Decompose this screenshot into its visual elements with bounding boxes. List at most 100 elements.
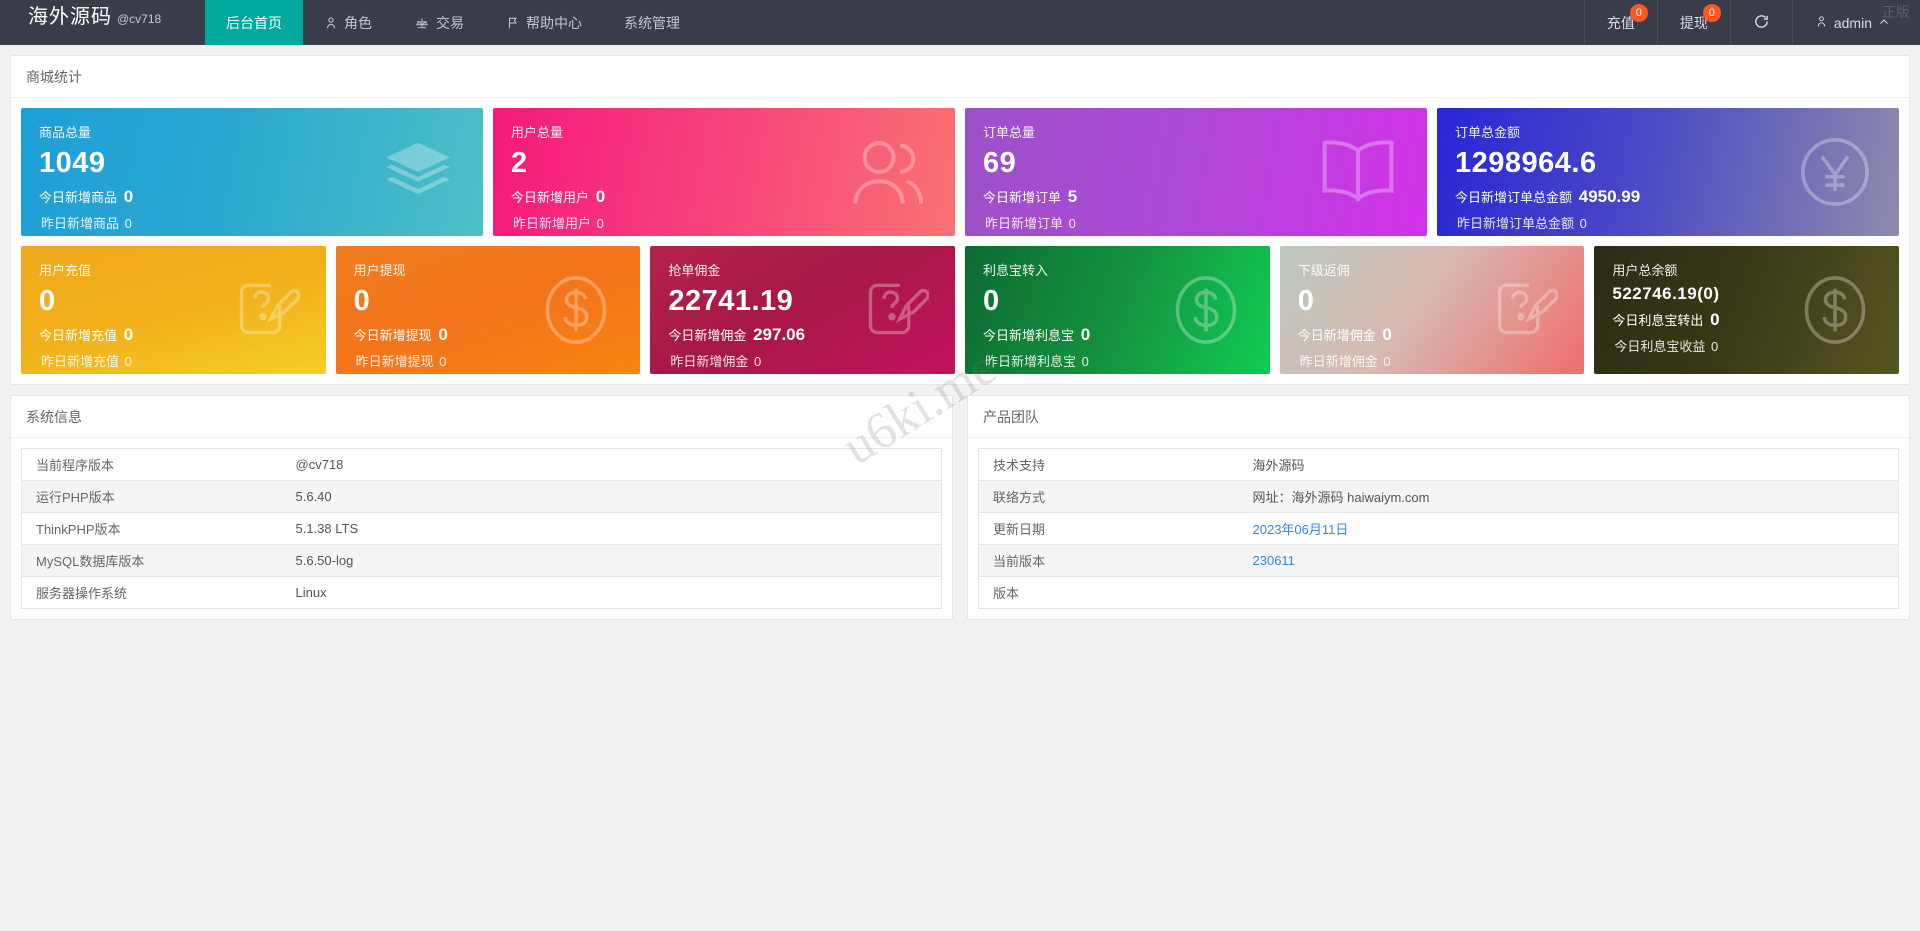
stat-card-today-value: 4950.99: [1574, 187, 1641, 207]
stat-card-title: 利息宝转入: [983, 263, 1049, 278]
table-row: 更新日期 2023年06月11日: [978, 512, 1899, 545]
stat-card-title: 用户充值: [39, 263, 92, 278]
stat-card-title: 用户总量: [511, 125, 564, 140]
system-info-table: 当前程序版本 @cv718 运行PHP版本 5.6.40 ThinkPHP版本 5.1.3…: [21, 448, 942, 609]
stat-card-yesterday-label: 昨日新增用户: [513, 216, 592, 232]
stat-card-today-value: 0: [433, 325, 448, 345]
table-row: MySQL数据库版本 5.6.50-log: [21, 544, 942, 577]
nav-item-dashboard[interactable]: 后台首页: [205, 0, 303, 45]
stat-card[interactable]: 抢单佣金 22741.19 今日新增佣金 297.06 昨日新增佣金 0: [650, 246, 956, 374]
stat-card-value: 2: [511, 147, 528, 179]
stat-card-yesterday: 今日利息宝收益 0: [1612, 336, 1881, 355]
stat-card-yesterday-label: 昨日新增佣金: [670, 354, 749, 370]
stat-card-today-value: 0: [1705, 310, 1720, 330]
table-row: ThinkPHP版本 5.1.38 LTS: [21, 512, 942, 545]
table-cell-key: 联络方式: [978, 480, 1239, 513]
system-info-panel: 系统信息 当前程序版本 @cv718 运行PHP版本 5.6.40 ThinkPHP版本…: [10, 395, 953, 620]
stat-card-yesterday: 昨日新增订单总金额 0: [1455, 213, 1881, 232]
stat-card-yesterday-label: 昨日新增提现: [355, 354, 434, 370]
stat-card[interactable]: 商品总量 1049 今日新增商品 0 昨日新增商品 0: [21, 108, 483, 236]
stat-card[interactable]: 用户总余额 522746.19(0) 今日利息宝转出 0 今日利息宝收益 0: [1594, 246, 1900, 374]
stat-card-title: 下级返佣: [1297, 263, 1350, 278]
stat-card-value: 522746.19(0): [1612, 284, 1720, 303]
table-cell-key: 技术支持: [978, 448, 1239, 481]
refresh-button[interactable]: [1729, 0, 1792, 45]
nav-item-roles[interactable]: 角色: [303, 0, 393, 45]
stat-card-today: 今日利息宝转出 0: [1612, 310, 1881, 330]
stat-card-today: 今日新增提现 0: [354, 325, 623, 345]
nav-item-system-management[interactable]: 系统管理: [603, 0, 701, 45]
stat-card-today: 今日新增订单 5: [983, 187, 1409, 207]
stat-card-yesterday-label: 昨日新增佣金: [1299, 354, 1378, 370]
table-cell-key: 当前程序版本: [21, 448, 282, 481]
stat-card-yesterday: 昨日新增提现 0: [354, 351, 623, 370]
product-team-table: 技术支持 海外源码 联络方式 网址：海外源码 haiwaiym.com 更新日期 2023…: [978, 448, 1899, 609]
stat-card[interactable]: 下级返佣 0 今日新增佣金 0 昨日新增佣金 0: [1279, 246, 1585, 374]
nav-item-transactions[interactable]: 交易: [393, 0, 485, 45]
nav-label-transactions: 交易: [436, 14, 464, 31]
stat-card[interactable]: 用户总量 2 今日新增用户 0 昨日新增用户 0: [493, 108, 955, 236]
recharge-label: 充值: [1606, 14, 1635, 31]
person-icon: [324, 16, 338, 30]
stat-card[interactable]: 订单总量 69 今日新增订单 5 昨日新增订单 0: [965, 108, 1427, 236]
stat-card-value: 0: [1297, 285, 1315, 317]
stat-card-today-value: 5: [1063, 187, 1078, 207]
stat-card-title: 用户总余额: [1612, 263, 1678, 278]
stat-card-yesterday: 昨日新增佣金 0: [1298, 351, 1567, 370]
stat-card-yesterday: 昨日新增充值 0: [39, 351, 308, 370]
stat-card-yesterday-value: 0: [435, 354, 447, 370]
stat-card-yesterday: 昨日新增用户 0: [511, 213, 937, 232]
stat-card-yesterday: 昨日新增利息宝 0: [983, 351, 1252, 370]
product-team-title: 产品团队: [968, 396, 1909, 438]
table-cell-value: @cv718: [281, 448, 942, 481]
stat-card-today-value: 0: [591, 187, 606, 207]
recharge-badge: 0: [1629, 4, 1648, 22]
withdraw-badge: 0: [1702, 4, 1721, 22]
brand-logo[interactable]: 海外源码 @cv718: [0, 0, 205, 45]
stat-card-title: 商品总量: [39, 125, 92, 140]
stat-card-value: 1049: [39, 147, 106, 179]
nav-label-help-center: 帮助中心: [526, 14, 582, 31]
table-cell-value: 5.1.38 LTS: [281, 512, 942, 545]
stat-card-today: 今日新增充值 0: [39, 325, 308, 345]
system-info-body: 当前程序版本 @cv718 运行PHP版本 5.6.40 ThinkPHP版本 5.1.3…: [11, 438, 952, 619]
brand-name: 海外源码: [28, 6, 112, 28]
stat-card[interactable]: 利息宝转入 0 今日新增利息宝 0 昨日新增利息宝 0: [965, 246, 1270, 374]
stat-card-value: 22741.19: [668, 285, 794, 317]
stats-panel-body: 商品总量 1049 今日新增商品 0 昨日新增商品 0 用户总量 2 今日新增用户 0 昨日新…: [11, 98, 1909, 384]
stat-card-yesterday-value: 0: [1379, 354, 1391, 370]
stat-card-yesterday-label: 昨日新增订单总金额: [1457, 216, 1575, 232]
person-icon: [1815, 15, 1828, 31]
stat-card[interactable]: 用户充值 0 今日新增充值 0 昨日新增充值 0: [21, 246, 326, 374]
table-cell-key: 版本: [993, 586, 1020, 601]
stat-card[interactable]: 用户提现 0 今日新增提现 0 昨日新增提现 0: [335, 246, 641, 374]
table-cell-value[interactable]: 230611: [1238, 544, 1899, 577]
table-row: 服务器操作系统 Linux: [22, 577, 942, 609]
recharge-button[interactable]: 充值 0: [1583, 0, 1657, 45]
stat-card-today: 今日新增商品 0: [39, 187, 465, 207]
stat-card-title: 订单总金额: [1455, 125, 1521, 140]
table-cell-value[interactable]: 2023年06月11日: [1238, 512, 1899, 545]
stat-card-today-value: 297.06: [748, 325, 806, 345]
stats-panel: 商城统计 商品总量 1049 今日新增商品 0 昨日新增商品 0 用户总量 2 今日新增用户…: [10, 55, 1910, 385]
stat-card-value: 1298964.6: [1455, 147, 1597, 179]
table-row: 运行PHP版本 5.6.40: [21, 480, 942, 513]
stat-card-today-value: 0: [1076, 325, 1091, 345]
table-row: 当前程序版本 @cv718: [21, 448, 942, 481]
page-content: 商城统计 商品总量 1049 今日新增商品 0 昨日新增商品 0 用户总量 2 今日新增用户…: [0, 45, 1920, 640]
stat-card[interactable]: 订单总金额 1298964.6 今日新增订单总金额 4950.99 昨日新增订单总金额…: [1437, 108, 1899, 236]
stat-card-today-value: 0: [119, 325, 134, 345]
user-menu[interactable]: admin: [1791, 0, 1920, 45]
stat-card-yesterday-value: 0: [750, 354, 762, 370]
stat-card-value: 0: [983, 285, 1000, 317]
withdraw-button[interactable]: 提现 0: [1656, 0, 1730, 45]
stat-card-yesterday-label: 昨日新增订单: [985, 216, 1064, 232]
user-name: admin: [1833, 14, 1872, 31]
stat-card-yesterday-label: 昨日新增商品: [41, 216, 120, 232]
stat-card-today-label: 今日新增充值: [39, 328, 118, 344]
table-cell-value: Linux: [295, 585, 327, 600]
nav-label-roles: 角色: [344, 14, 372, 31]
table-cell-key: 更新日期: [978, 512, 1239, 545]
stat-card-yesterday-label: 今日利息宝收益: [1614, 339, 1706, 355]
nav-item-help-center[interactable]: 帮助中心: [485, 0, 603, 45]
